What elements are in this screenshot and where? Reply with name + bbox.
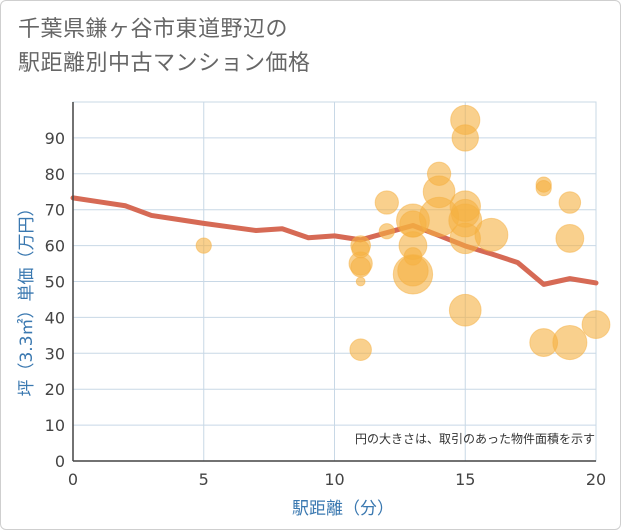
y-tick-label: 80: [45, 165, 65, 184]
y-tick-label: 60: [45, 237, 65, 256]
x-tick-label: 0: [68, 470, 78, 489]
y-tick-label: 0: [55, 452, 65, 471]
data-bubble: [451, 124, 479, 152]
trend-line: [70, 195, 599, 287]
axes: 0 10 20 30 40 50 60 70 80 90 0 5 10 15 20: [45, 102, 606, 489]
chart-title-line-1: 千葉県鎌ヶ谷市東道野辺の: [18, 17, 289, 42]
data-bubble: [195, 237, 212, 254]
data-bubble: [581, 310, 611, 339]
y-tick-label: 90: [45, 129, 65, 148]
data-bubble: [355, 276, 366, 287]
data-bubble: [378, 223, 395, 240]
y-tick-label: 40: [45, 308, 65, 327]
y-tick-label: 10: [45, 416, 65, 435]
trend-line-group: [70, 195, 599, 287]
chart-title: 千葉県鎌ヶ谷市東道野辺の 駅距離別中古マンション価格: [18, 13, 311, 81]
data-bubble: [374, 190, 399, 215]
x-axis-label: 駅距離（分）: [292, 499, 394, 519]
data-bubble: [350, 256, 371, 278]
bubble-size-note: 円の大きさは、取引のあった物件面積を示す: [355, 431, 595, 446]
data-bubble: [448, 293, 482, 327]
y-tick-label: 30: [45, 344, 65, 363]
y-axis-label: 坪（3.3㎡）単価（万円）: [17, 199, 37, 396]
data-bubble: [349, 338, 372, 361]
data-bubble: [449, 222, 481, 255]
x-tick-label: 15: [455, 470, 475, 489]
data-bubble: [558, 191, 582, 214]
data-bubble: [535, 180, 552, 197]
y-tick-label: 20: [45, 380, 65, 399]
grid: [72, 101, 597, 462]
y-tick-label: 70: [45, 201, 65, 220]
y-tick-label: 50: [45, 273, 65, 292]
data-bubble: [555, 224, 585, 253]
data-bubble: [450, 198, 480, 228]
data-bubble: [403, 247, 423, 266]
x-tick-label: 20: [586, 470, 606, 489]
data-bubble: [399, 210, 427, 238]
data-bubble: [426, 161, 452, 186]
chart-title-line-2: 駅距離別中古マンション価格: [18, 51, 311, 76]
x-tick-label: 5: [199, 470, 209, 489]
x-tick-label: 10: [324, 470, 344, 489]
data-bubble: [351, 239, 370, 259]
data-bubble: [529, 328, 559, 357]
bubble-group: [195, 104, 611, 361]
